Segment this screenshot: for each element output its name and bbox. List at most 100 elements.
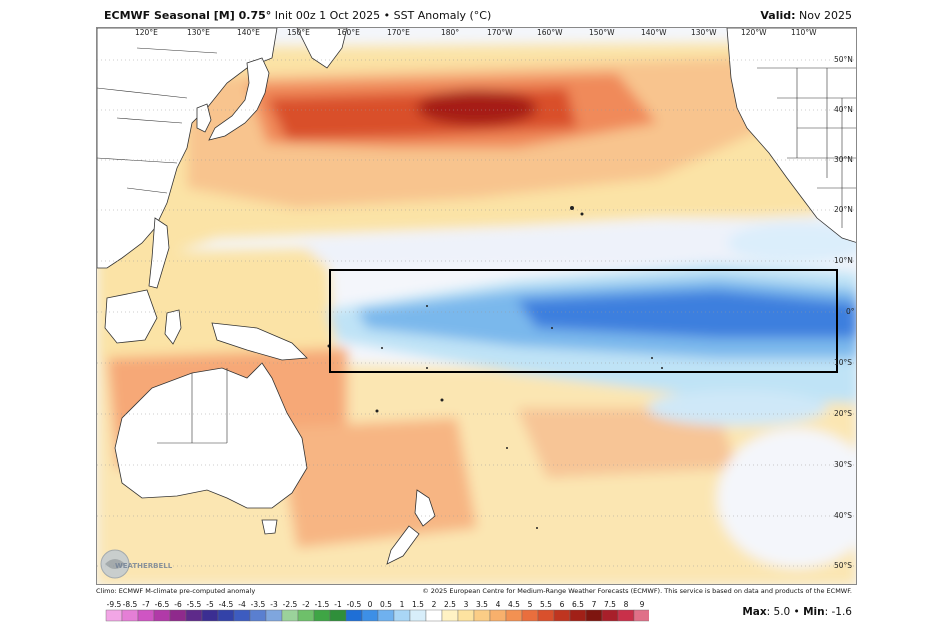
max-value: : 5.0 (766, 606, 791, 618)
neutral-band-north (297, 213, 856, 266)
colorbar-label: 1.5 (412, 600, 424, 609)
colorbar-swatch (185, 609, 203, 622)
cool-anomaly-core (517, 290, 856, 338)
lon-label: 170°E (387, 28, 410, 37)
colorbar-label: -4 (238, 600, 246, 609)
lon-label: 110°W (791, 28, 817, 37)
lat-label: 40°N (834, 105, 853, 114)
min-label: Min (803, 606, 825, 618)
land-masses (97, 28, 856, 565)
valid-label: Valid: (760, 9, 796, 22)
cool-anomaly-east (727, 223, 856, 263)
weatherbell-logo (100, 549, 130, 579)
north-america-land (726, 28, 856, 243)
lat-label: 20°S (834, 409, 852, 418)
colorbar-label: -1.5 (315, 600, 330, 609)
colorbar-label: 4 (496, 600, 501, 609)
colorbar-swatch (137, 609, 155, 622)
colorbar-swatches (105, 609, 649, 622)
colorbar-swatch (281, 609, 299, 622)
colorbar-swatch (361, 609, 379, 622)
island (580, 212, 584, 216)
colorbar-label: 4.5 (508, 600, 520, 609)
borders (97, 47, 856, 444)
lon-label: 130°W (691, 28, 717, 37)
colorbar-swatch (617, 609, 635, 622)
colorbar-label: 3 (464, 600, 469, 609)
colorbar-swatch (297, 609, 315, 622)
island (426, 367, 428, 369)
colorbar-label: 0 (368, 600, 373, 609)
colorbar-swatch (217, 609, 235, 622)
colorbar-swatch (313, 609, 331, 622)
lon-label: 130°E (187, 28, 210, 37)
colorbar-swatch (265, 609, 283, 622)
lon-label: 170°W (487, 28, 513, 37)
colorbar-label: -9.5 (107, 600, 122, 609)
colorbar-label: -8.5 (123, 600, 138, 609)
lon-label: 160°W (537, 28, 563, 37)
colorbar-label: 5.5 (540, 600, 552, 609)
lat-label: 50°N (834, 55, 853, 64)
colorbar-label: -2 (302, 600, 310, 609)
title-details: Init 00z 1 Oct 2025 • SST Anomaly (°C) (271, 9, 492, 22)
watermark-text: WEATHERBELL (115, 562, 173, 570)
lat-label: 40°S (834, 511, 852, 520)
colorbar-label: 2 (432, 600, 437, 609)
colorbar-swatch (505, 609, 523, 622)
lon-label: 120°W (741, 28, 767, 37)
new-guinea-land (211, 322, 308, 361)
colorbar-label: 7 (592, 600, 597, 609)
philippines-land (148, 217, 170, 289)
colorbar-swatch (425, 609, 443, 622)
colorbar-label: -6 (174, 600, 182, 609)
colorbar-label: 2.5 (444, 600, 456, 609)
island (551, 327, 553, 329)
borneo-land (104, 289, 158, 344)
colorbar-swatch (409, 609, 427, 622)
longitude-labels: 120°E 130°E 140°E 150°E 160°E 170°E 180°… (135, 28, 817, 37)
colorbar-swatch (393, 609, 411, 622)
colorbar-swatch (233, 609, 251, 622)
colorbar-swatch (329, 609, 347, 622)
lon-label: 180° (441, 28, 459, 37)
colorbar-swatch (345, 609, 363, 622)
colorbar-swatch (537, 609, 555, 622)
stats-separator: • (790, 606, 804, 618)
colorbar-label: -4.5 (219, 600, 234, 609)
colorbar-labels: -9.5 -8.5 -7 -6.5 -6 -5.5 -5 -4.5 -4 -3.5 -3 -2.5 -2… (107, 600, 645, 609)
korea-land (196, 103, 212, 133)
sulawesi-land (164, 309, 182, 345)
colorbar-label: -3.5 (251, 600, 266, 609)
cool-anomaly-southeast (647, 390, 827, 426)
colorbar-label: 6 (560, 600, 565, 609)
hawaii-islands (570, 206, 574, 210)
island (426, 305, 428, 307)
map-title: ECMWF Seasonal [M] 0.75° Init 00z 1 Oct … (104, 9, 491, 22)
colorbar-label: 0.5 (380, 600, 392, 609)
colorbar-swatch (441, 609, 459, 622)
lat-label: 20°N (834, 205, 853, 214)
lat-label: 50°S (834, 561, 852, 570)
colorbar-label: -3 (270, 600, 278, 609)
australia-land (114, 362, 308, 509)
lon-label: 120°E (135, 28, 158, 37)
colorbar-label: 5 (528, 600, 533, 609)
colorbar-label: -5.5 (187, 600, 202, 609)
colorbar-swatch (377, 609, 395, 622)
island (506, 447, 508, 449)
australia-borders (157, 368, 228, 444)
lat-label: 30°S (834, 460, 852, 469)
max-min-stats: Max: 5.0 • Min: -1.6 (742, 606, 852, 618)
colorbar-label: -2.5 (283, 600, 298, 609)
japan-land (208, 57, 270, 141)
lon-label: 140°E (237, 28, 260, 37)
tasmania-land (261, 519, 278, 535)
colorbar-label: 9 (640, 600, 645, 609)
warm-anomaly-tasman (277, 418, 477, 548)
lat-label: 0° (846, 307, 855, 316)
colorbar-label: -7 (142, 600, 150, 609)
colorbar-label: 3.5 (476, 600, 488, 609)
colorbar-swatch (569, 609, 587, 622)
colorbar-label: -0.5 (347, 600, 362, 609)
